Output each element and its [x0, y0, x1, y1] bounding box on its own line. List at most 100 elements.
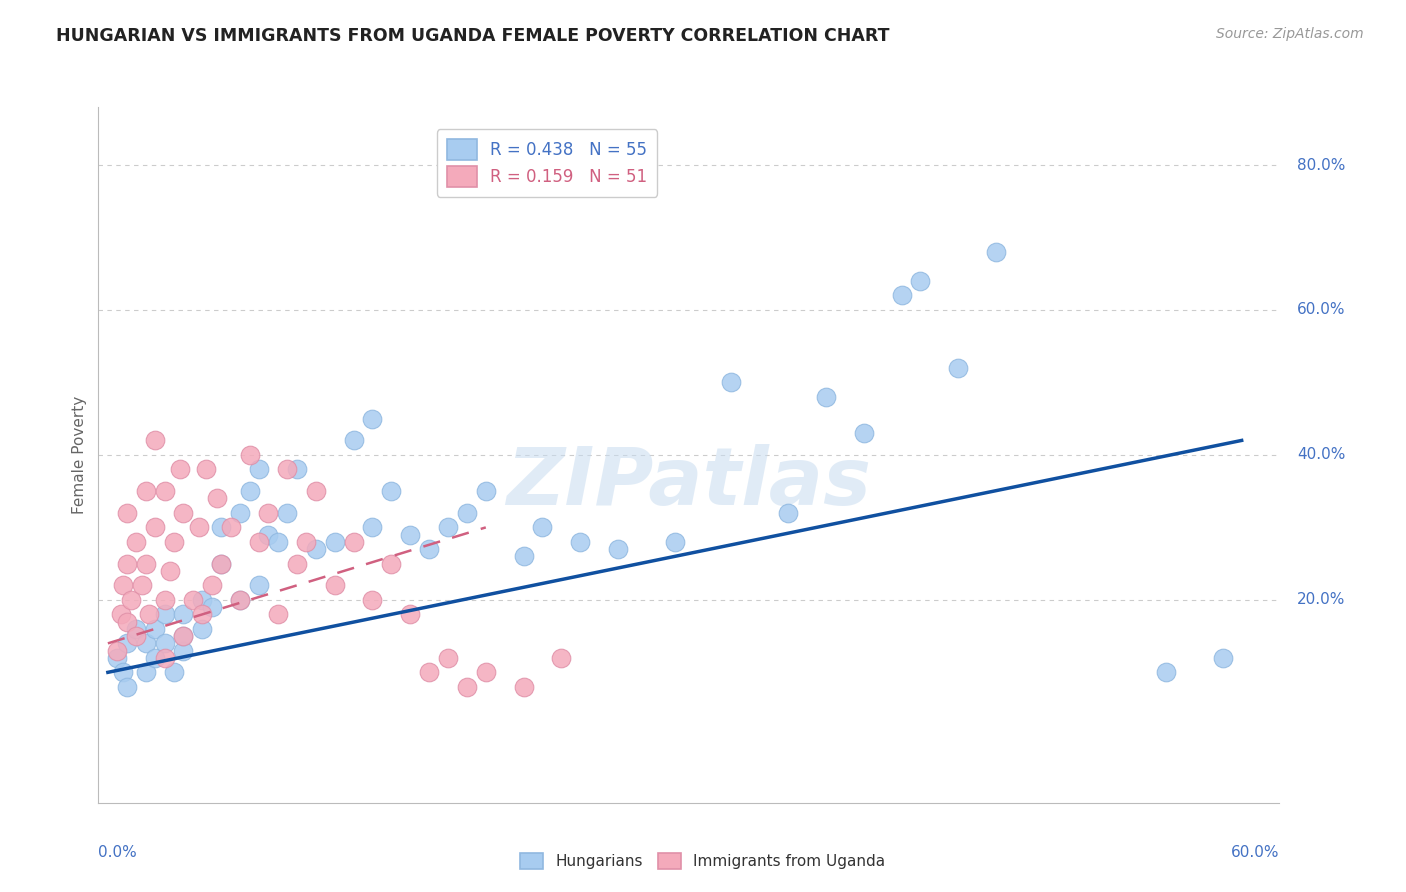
Point [285, 557, 308, 571]
Text: 0.0%: 0.0% [98, 845, 138, 860]
Point [380, 557, 402, 571]
Point [295, 534, 318, 549]
Point [380, 484, 402, 499]
Point [247, 534, 270, 549]
Point [135, 484, 157, 499]
Point [342, 534, 364, 549]
Point [664, 534, 686, 549]
Point [105, 643, 128, 657]
Point [239, 448, 262, 462]
Point [512, 680, 534, 694]
Point [135, 636, 157, 650]
Point [143, 434, 166, 448]
Point [276, 506, 298, 520]
Point [418, 665, 440, 680]
Point [720, 376, 742, 390]
Point [607, 542, 630, 557]
Point [135, 665, 157, 680]
Point [569, 534, 592, 549]
Point [201, 600, 224, 615]
Point [512, 549, 534, 564]
Point [111, 665, 134, 680]
Text: 60.0%: 60.0% [1232, 845, 1279, 860]
Point [163, 534, 186, 549]
Point [172, 643, 194, 657]
Point [195, 462, 218, 476]
Text: ZIPatlas: ZIPatlas [506, 443, 872, 522]
Point [257, 506, 280, 520]
Point [247, 578, 270, 592]
Point [135, 557, 157, 571]
Point [247, 462, 270, 476]
Text: Source: ZipAtlas.com: Source: ZipAtlas.com [1216, 27, 1364, 41]
Text: HUNGARIAN VS IMMIGRANTS FROM UGANDA FEMALE POVERTY CORRELATION CHART: HUNGARIAN VS IMMIGRANTS FROM UGANDA FEMA… [56, 27, 890, 45]
Point [229, 506, 252, 520]
Point [399, 607, 422, 622]
Point [187, 520, 209, 534]
Point [399, 527, 422, 541]
Point [163, 665, 186, 680]
Point [778, 506, 800, 520]
Point [267, 534, 290, 549]
Point [191, 592, 214, 607]
Point [143, 520, 166, 534]
Point [285, 462, 308, 476]
Point [143, 622, 166, 636]
Point [115, 615, 138, 629]
Point [305, 542, 328, 557]
Point [209, 557, 232, 571]
Point [361, 520, 384, 534]
Point [153, 651, 176, 665]
Point [852, 426, 875, 441]
Point [239, 484, 262, 499]
Point [305, 484, 328, 499]
Point [143, 651, 166, 665]
Point [550, 651, 572, 665]
Point [131, 578, 153, 592]
Point [105, 651, 128, 665]
Point [437, 520, 460, 534]
Point [361, 411, 384, 425]
Point [948, 361, 970, 376]
Point [153, 636, 176, 650]
Point [267, 607, 290, 622]
Point [125, 534, 148, 549]
Text: 60.0%: 60.0% [1298, 302, 1346, 318]
Point [201, 578, 224, 592]
Point [159, 564, 181, 578]
Point [814, 390, 837, 404]
Point [191, 622, 214, 636]
Legend: R = 0.438   N = 55, R = 0.159   N = 51: R = 0.438 N = 55, R = 0.159 N = 51 [437, 129, 658, 196]
Point [125, 622, 148, 636]
Point [456, 680, 478, 694]
Point [172, 629, 194, 643]
Point [276, 462, 298, 476]
Point [111, 578, 134, 592]
Point [229, 592, 252, 607]
Point [323, 578, 346, 592]
Point [323, 534, 346, 549]
Text: 40.0%: 40.0% [1298, 448, 1346, 462]
Y-axis label: Female Poverty: Female Poverty [72, 396, 87, 514]
Point [191, 607, 214, 622]
Point [257, 527, 280, 541]
Point [138, 607, 160, 622]
Point [219, 520, 242, 534]
Point [181, 592, 204, 607]
Point [209, 520, 232, 534]
Point [418, 542, 440, 557]
Point [153, 607, 176, 622]
Point [229, 592, 252, 607]
Point [456, 506, 478, 520]
Point [172, 629, 194, 643]
Point [172, 506, 194, 520]
Point [115, 557, 138, 571]
Point [125, 629, 148, 643]
Point [153, 484, 176, 499]
Point [890, 288, 912, 302]
Text: 20.0%: 20.0% [1298, 592, 1346, 607]
Point [110, 607, 132, 622]
Point [115, 636, 138, 650]
Point [1154, 665, 1177, 680]
Point [209, 557, 232, 571]
